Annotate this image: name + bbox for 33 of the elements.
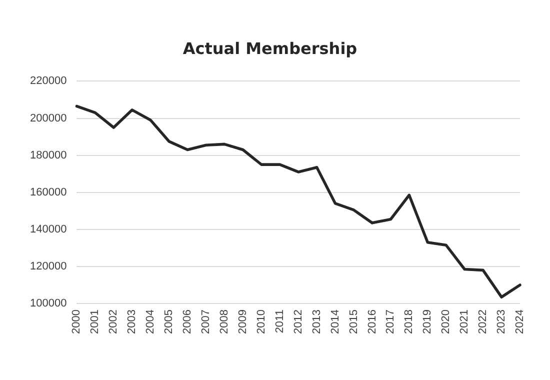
y-tick-label: 120000 (30, 260, 67, 273)
chart-title: Actual Membership (182, 38, 358, 58)
x-tick-label: 2019 (422, 310, 434, 334)
x-tick-label: 2009 (236, 310, 249, 334)
x-tick-label: 2010 (255, 310, 268, 334)
x-tick-label: 2018 (403, 310, 416, 334)
y-tick-label: 140000 (30, 223, 67, 236)
x-tick-label: 2000 (70, 310, 83, 334)
x-tick-label: 2001 (89, 310, 102, 334)
x-tick-label: 2007 (200, 310, 212, 334)
x-tick-label: 2016 (366, 310, 378, 334)
y-tick-label: 180000 (30, 149, 67, 162)
y-tick-label: 200000 (30, 112, 67, 124)
x-tick-label: 2011 (274, 310, 286, 334)
x-tick-label: 2020 (440, 310, 452, 334)
x-tick-label: 2004 (144, 310, 157, 334)
x-tick-label: 2023 (496, 310, 508, 334)
x-tick-label: 2005 (163, 310, 176, 334)
x-tick-label: 2015 (348, 310, 360, 334)
x-tick-label: 2017 (384, 310, 397, 334)
x-tick-label: 2002 (108, 310, 120, 334)
x-tick-label: 2021 (458, 310, 471, 334)
x-tick-label: 2014 (329, 310, 342, 334)
x-tick-label: 2008 (218, 310, 230, 334)
x-tick-label: 2022 (477, 310, 490, 334)
x-tick-label: 2013 (310, 310, 323, 334)
y-tick-label: 100000 (30, 298, 67, 310)
x-tick-label: 2024 (514, 310, 526, 334)
x-tick-label: 2006 (182, 310, 194, 334)
x-tick-label: 2003 (126, 310, 138, 334)
x-tick-label: 2012 (292, 310, 304, 334)
y-tick-label: 160000 (30, 186, 67, 198)
y-tick-label: 220000 (30, 75, 67, 88)
